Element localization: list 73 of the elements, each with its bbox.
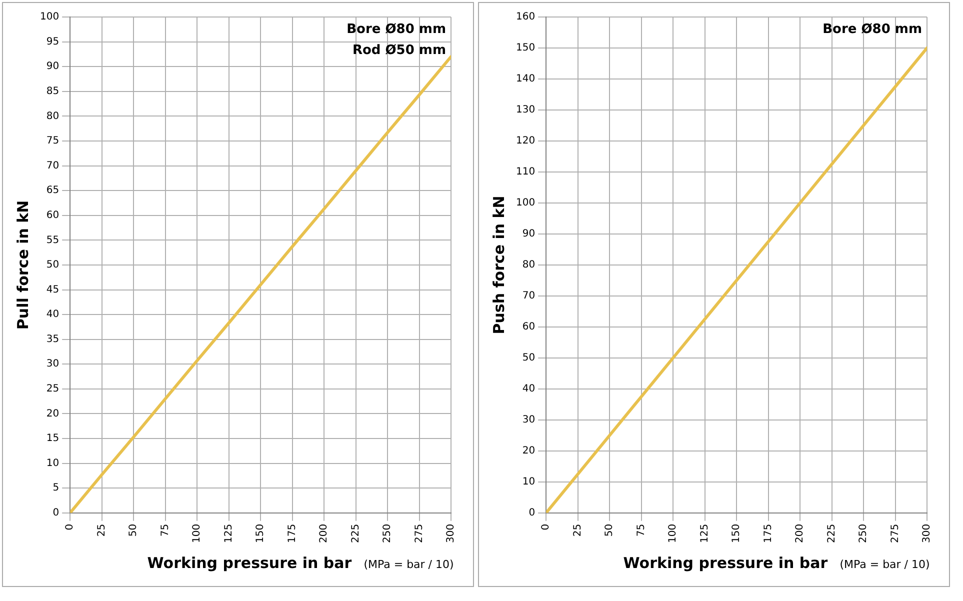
x-tick-label: 25 xyxy=(96,524,108,537)
x-tick-label: 0 xyxy=(64,524,76,530)
y-tick-label: 120 xyxy=(516,136,536,147)
y-tick-label: 40 xyxy=(46,309,60,320)
x-tick-label: 75 xyxy=(160,524,171,537)
y-tick-label: 100 xyxy=(40,12,60,23)
x-tick-label: 225 xyxy=(826,524,838,544)
x-tick-label: 50 xyxy=(128,524,140,537)
y-tick-label: 0 xyxy=(52,508,60,519)
y-tick-label: 0 xyxy=(528,508,536,519)
x-tick-label: 75 xyxy=(636,524,647,537)
y-tick-label: 130 xyxy=(516,104,536,116)
x-axis-title: Working pressure in bar xyxy=(147,554,352,572)
y-tick-label: 10 xyxy=(46,458,60,469)
y-axis-title: Push force in kN xyxy=(490,196,508,334)
y-tick-label: 110 xyxy=(516,166,536,178)
x-tick-label: 175 xyxy=(762,524,774,544)
y-tick-label: 25 xyxy=(46,384,60,395)
text: (MPa = bar / 10) xyxy=(840,558,930,571)
y-tick-label: 70 xyxy=(46,160,60,172)
x-tick-label: 50 xyxy=(604,524,616,537)
y-tick-label: 45 xyxy=(46,284,60,296)
y-tick-label: 60 xyxy=(46,210,60,221)
y-tick-label: 80 xyxy=(46,110,60,122)
y-tick-label: 50 xyxy=(522,352,536,364)
y-tick-label: 5 xyxy=(52,482,60,494)
x-tick-label: 200 xyxy=(318,524,330,544)
y-tick-label: 15 xyxy=(46,433,60,444)
x-tick-label: 250 xyxy=(382,524,394,544)
y-tick-label: 100 xyxy=(516,198,536,209)
y-tick-label: 35 xyxy=(46,334,60,345)
y-tick-label: 40 xyxy=(522,384,536,395)
y-tick-label: 160 xyxy=(516,12,536,23)
x-tick-label: 150 xyxy=(255,524,266,544)
x-tick-label: 125 xyxy=(223,524,234,544)
y-tick-label: 150 xyxy=(516,42,536,54)
x-tick-label: 100 xyxy=(668,524,679,544)
y-tick-label: 30 xyxy=(522,414,536,426)
y-tick-label: 50 xyxy=(46,260,60,271)
x-tick-label: 125 xyxy=(699,524,710,544)
x-tick-label: 225 xyxy=(350,524,362,544)
y-tick-label: 60 xyxy=(522,322,536,333)
y-tick-label: 70 xyxy=(522,290,536,302)
y-tick-label: 75 xyxy=(46,136,60,147)
y-tick-label: 95 xyxy=(46,36,60,48)
y-tick-label: 85 xyxy=(46,86,60,97)
x-tick-label: 175 xyxy=(286,524,298,544)
y-tick-label: 30 xyxy=(46,358,60,370)
y-tick-label: 55 xyxy=(46,234,60,246)
x-tick-label: 0 xyxy=(540,524,552,530)
y-tick-label: 90 xyxy=(46,61,60,72)
x-tick-label: 275 xyxy=(890,524,901,544)
y-tick-label: 65 xyxy=(46,185,60,196)
y-tick-label: 80 xyxy=(522,260,536,271)
x-tick-label: 200 xyxy=(794,524,806,544)
annotation: Bore Ø80 mm xyxy=(822,22,922,37)
y-axis-title: Pull force in kN xyxy=(14,200,32,330)
x-tick-label: 250 xyxy=(858,524,870,544)
y-tick-label: 20 xyxy=(522,446,536,457)
y-tick-label: 140 xyxy=(516,74,536,85)
annotation: Rod Ø50 mm xyxy=(352,42,446,58)
x-tick-label: 100 xyxy=(192,524,203,544)
x-tick-label: 275 xyxy=(414,524,425,544)
text: (MPa = bar / 10) xyxy=(364,558,454,571)
annotation: Bore Ø80 mm xyxy=(346,22,446,37)
y-tick-label: 90 xyxy=(522,228,536,240)
x-tick-label: 25 xyxy=(572,524,584,537)
x-tick-label: 300 xyxy=(446,524,457,544)
x-axis-title: Working pressure in bar xyxy=(623,554,828,572)
y-tick-label: 20 xyxy=(46,408,60,420)
x-tick-label: 300 xyxy=(922,524,933,544)
y-tick-label: 10 xyxy=(522,476,536,488)
x-tick-label: 150 xyxy=(731,524,742,544)
